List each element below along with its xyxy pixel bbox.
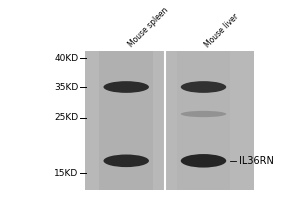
Text: 40KD: 40KD: [55, 54, 79, 63]
Text: Mouse spleen: Mouse spleen: [126, 6, 170, 49]
Text: 25KD: 25KD: [55, 113, 79, 122]
Ellipse shape: [181, 111, 226, 117]
Text: 35KD: 35KD: [54, 83, 79, 92]
Text: 15KD: 15KD: [54, 169, 79, 178]
Ellipse shape: [181, 154, 226, 168]
Text: Mouse liver: Mouse liver: [203, 12, 241, 49]
Bar: [177, 51, 230, 190]
Text: IL36RN: IL36RN: [239, 156, 274, 166]
Bar: [85, 51, 254, 190]
Ellipse shape: [103, 81, 149, 93]
Bar: [100, 51, 153, 190]
Ellipse shape: [181, 81, 226, 93]
Ellipse shape: [103, 155, 149, 167]
